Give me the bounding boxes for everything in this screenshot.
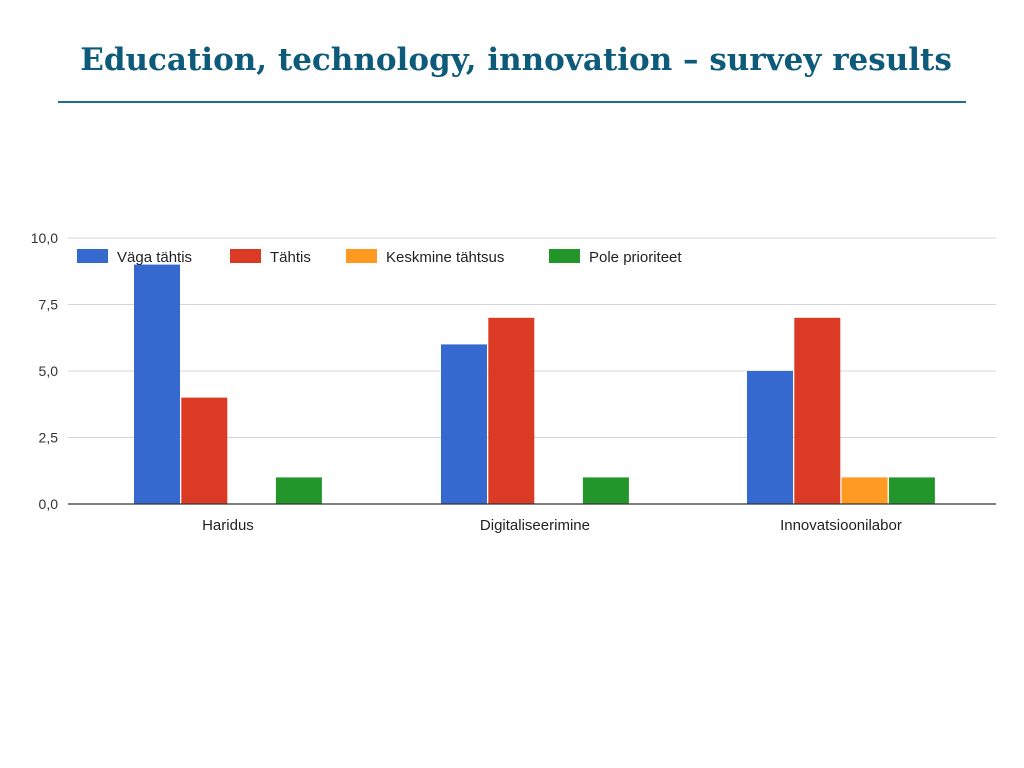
bar-digitaliseerimine-3 [582,477,629,504]
legend-swatch [346,249,377,263]
category-labels: Haridus Digitaliseerimine Innovatsioonilab… [202,517,902,534]
bar-innovatsioonilabor-0 [747,371,793,504]
bar-innovatsioonilabor-3 [888,477,935,504]
bars [134,264,935,504]
y-tick-label: 7,5 [39,297,59,313]
legend-swatch [549,249,580,263]
legend-label: Keskmine tähtsus [386,249,504,266]
bar-digitaliseerimine-0 [441,344,487,504]
y-tick-label: 5,0 [39,363,59,379]
category-label: Digitaliseerimine [480,517,590,534]
category-label: Innovatsioonilabor [780,517,902,534]
bar-innovatsioonilabor-1 [794,317,841,504]
y-axis-ticks: 0,0 2,5 5,0 7,5 10,0 [31,230,58,512]
category-label: Haridus [202,517,254,534]
y-tick-label: 0,0 [39,496,59,512]
bar-haridus-0 [134,264,180,504]
legend-label: Väga tähtis [117,249,192,266]
y-tick-label: 2,5 [39,430,59,446]
bar-innovatsioonilabor-2 [841,477,888,504]
bar-haridus-3 [275,477,322,504]
slide-title: Education, technology, innovation – surv… [80,42,952,78]
legend-label: Pole prioriteet [589,249,682,266]
legend-label: Tähtis [270,249,311,266]
bar-haridus-1 [181,397,228,504]
bar-digitaliseerimine-1 [488,317,535,504]
y-tick-label: 10,0 [31,230,58,246]
legend-swatch [230,249,261,263]
legend-swatch [77,249,108,263]
title-underline [58,101,966,103]
legend: Väga tähtis Tähtis Keskmine tähtsus Pole pr… [77,249,682,266]
